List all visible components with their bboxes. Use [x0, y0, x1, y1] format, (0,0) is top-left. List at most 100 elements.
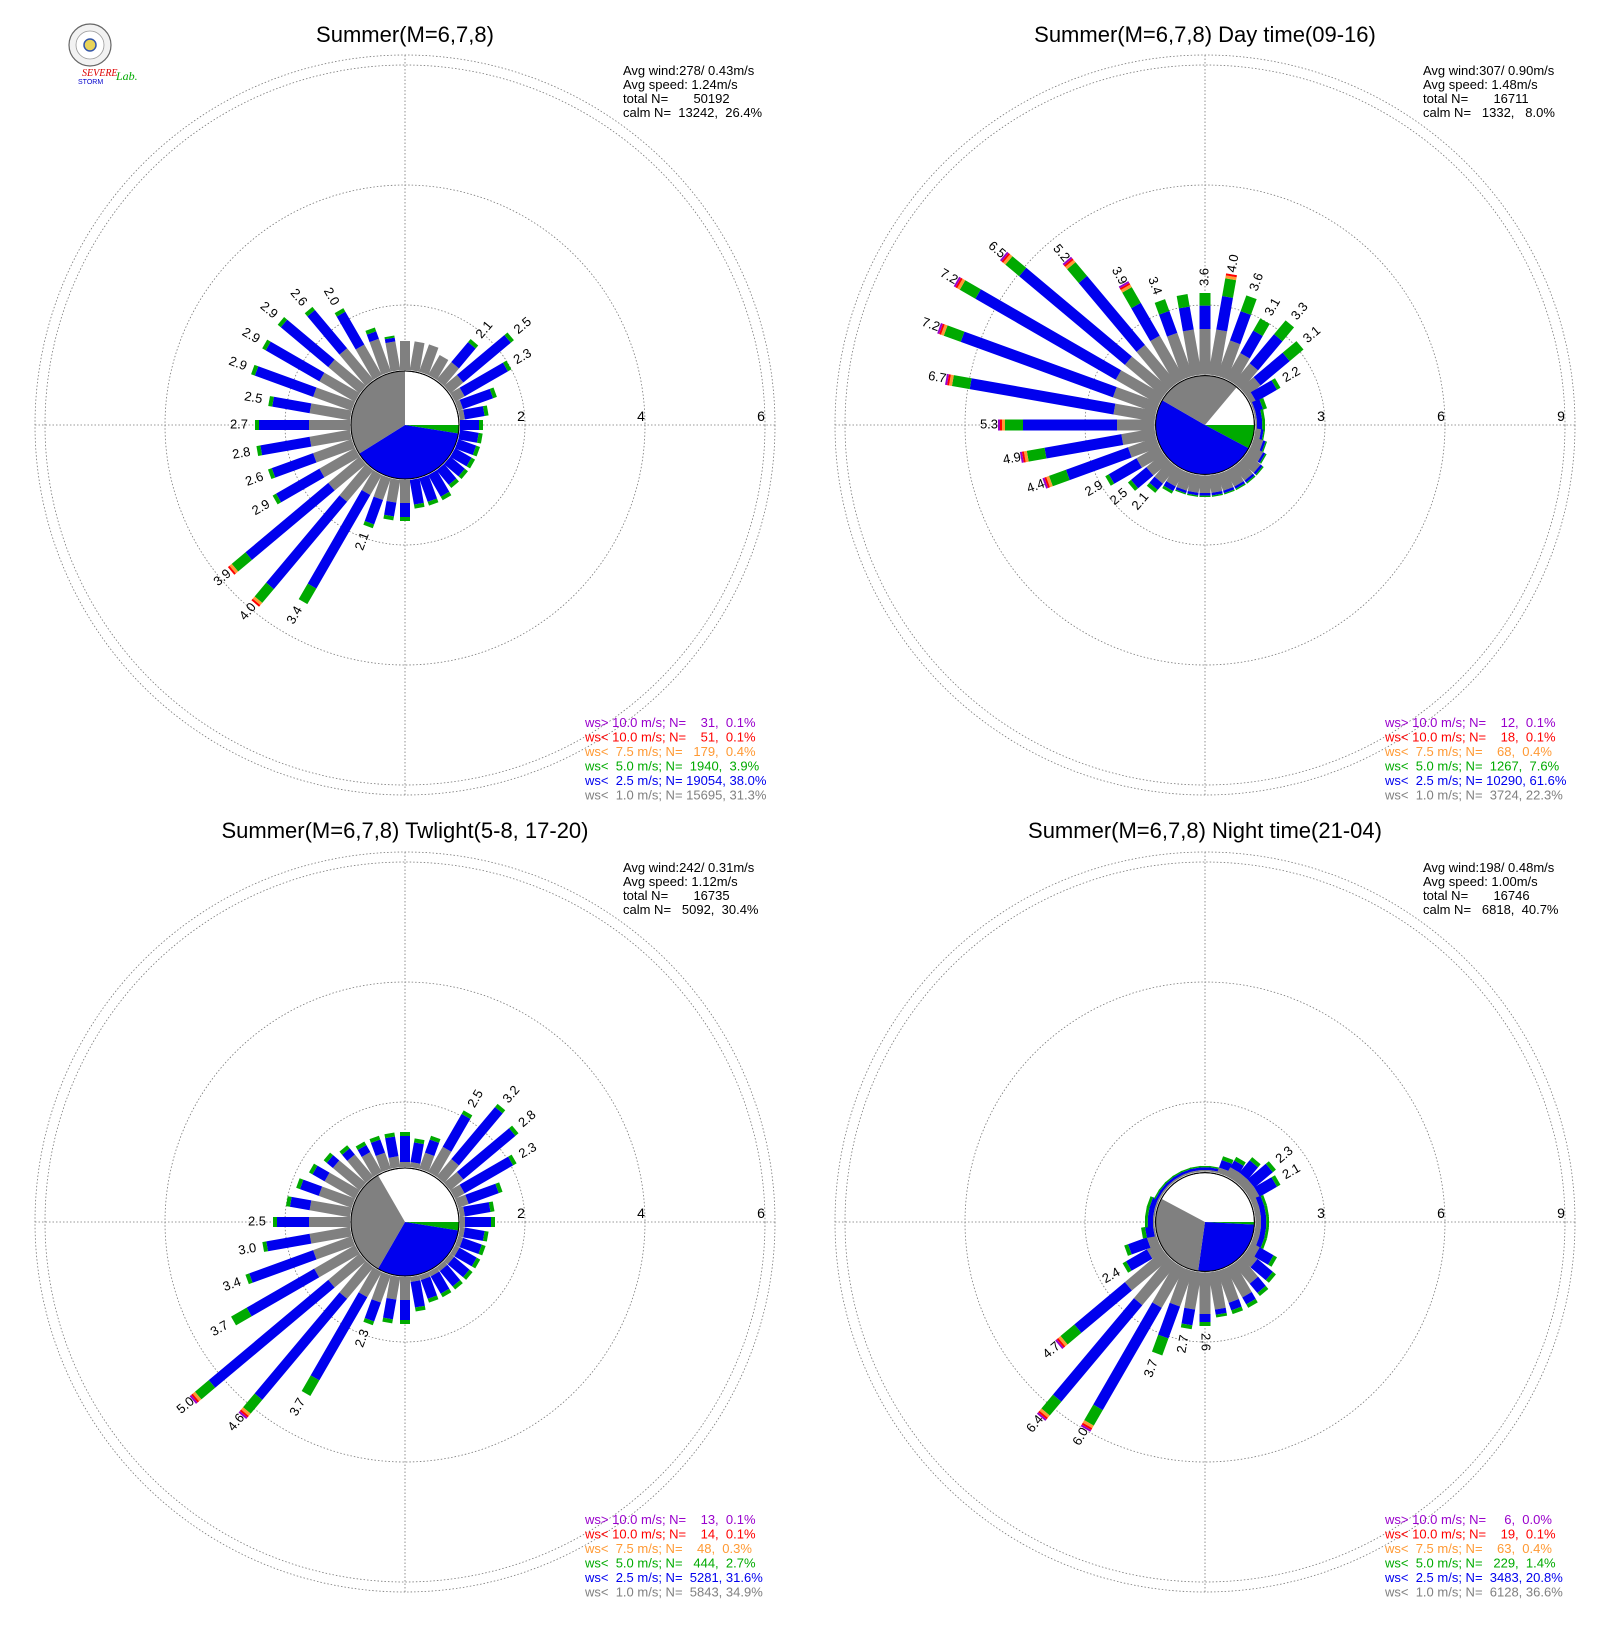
bar-gray — [1208, 1169, 1220, 1174]
bar-gray — [1161, 1184, 1170, 1194]
bar-blue — [969, 378, 1116, 415]
spoke-value-label: 6.7 — [927, 368, 947, 386]
bar-green — [488, 1201, 495, 1212]
wind-rose-panel-4: 3 6 92.32.12.62.73.76.06.44.72.4Summer(M=6… — [834, 818, 1576, 1600]
bar-blue — [459, 362, 508, 397]
bar-blue — [1255, 1235, 1265, 1249]
legend-entry: ws< 7.5 m/s; N= 68, 0.4% — [1384, 744, 1552, 759]
bar-gray — [313, 387, 356, 411]
bar-green — [298, 583, 317, 605]
bar-gray — [309, 1217, 350, 1227]
bar-gray — [419, 1152, 435, 1173]
bar-blue — [1175, 487, 1187, 494]
bar-blue — [960, 331, 1117, 398]
bar-blue — [1078, 275, 1145, 352]
bar-gray — [1152, 1262, 1185, 1308]
stats-line: total N= 16746 — [1423, 888, 1530, 903]
bar-gray — [1250, 1197, 1260, 1210]
logo-seal-emblem — [83, 38, 97, 52]
bar-green — [400, 1132, 410, 1136]
bar-blue — [1074, 1282, 1132, 1333]
bar-green — [1199, 1166, 1211, 1168]
bar-green — [1262, 419, 1265, 431]
bar-green — [477, 432, 483, 444]
legend-entry: ws< 5.0 m/s; N= 1940, 3.9% — [584, 759, 760, 774]
bar-blue — [254, 1292, 348, 1400]
bar-gray — [386, 478, 401, 503]
bar-gray — [450, 1184, 465, 1199]
bar-gray — [314, 1245, 360, 1278]
bar-green — [452, 1280, 463, 1290]
bar-purple — [238, 1411, 248, 1420]
bar-blue — [409, 478, 424, 505]
stats-line: total N= 50192 — [623, 91, 730, 106]
bar-blue — [463, 1227, 485, 1241]
legend-entry: ws> 10.0 m/s; N= 6, 0.0% — [1384, 1512, 1552, 1527]
spoke-value-label: 2.1 — [1128, 489, 1151, 512]
spoke-value-label: 2.6 — [243, 469, 265, 489]
severe-storm-lab-logo: SEVERE STORM Lab. — [68, 23, 138, 86]
legend-entry: ws< 10.0 m/s; N= 19, 0.1% — [1384, 1527, 1556, 1542]
bar-green — [440, 491, 452, 501]
spoke-value-label: 3.1 — [1261, 295, 1283, 318]
bar-green — [951, 375, 972, 390]
bar-green — [1265, 1271, 1276, 1283]
legend-entry: ws< 5.0 m/s; N= 229, 1.4% — [1384, 1556, 1556, 1571]
bar-blue — [450, 448, 472, 467]
radial-tick-label: 2 — [517, 408, 525, 424]
bar-green — [285, 1196, 292, 1207]
stats-line: calm N= 5092, 30.4% — [623, 902, 759, 917]
bar-gray — [1225, 465, 1244, 487]
bar-blue — [1261, 1216, 1267, 1228]
bar-green — [413, 502, 425, 509]
bar-blue — [260, 436, 312, 456]
wind-rose-panel-1: 2 4 62.1 2.52.32.13.44.03.92.92.62.82.72.52… — [34, 22, 776, 803]
bar-blue — [459, 388, 494, 410]
bar-blue — [246, 1268, 320, 1317]
spoke-value-label: 2.8 — [231, 444, 251, 462]
spoke-value-label: 3.3 — [1288, 299, 1311, 322]
bar-gray — [339, 463, 374, 502]
radial-tick-label: 4 — [637, 1205, 645, 1221]
bar-gray — [386, 1275, 401, 1300]
spoke-value-label: 3.7 — [1140, 1357, 1160, 1379]
bar-gray — [1153, 1216, 1155, 1228]
bar-green — [472, 445, 481, 457]
legend-entry: ws> 10.0 m/s; N= 31, 0.1% — [584, 715, 756, 730]
spoke-value-label: 3.4 — [221, 1274, 243, 1294]
bar-blue — [249, 1250, 317, 1283]
bar-gray — [428, 1267, 440, 1277]
bar-green — [1274, 320, 1295, 342]
radial-tick-label: 4 — [637, 408, 645, 424]
bar-green — [1005, 256, 1027, 277]
spoke-value-label: 3.6 — [1196, 268, 1211, 286]
bar-green — [262, 339, 271, 351]
bar-gray — [339, 348, 374, 387]
bar-green — [400, 1320, 410, 1324]
bar-green — [959, 280, 981, 299]
bar-purple — [1042, 477, 1049, 489]
spoke-value-label: 2.3 — [351, 1327, 371, 1349]
bar-blue — [1211, 491, 1223, 496]
bar-gray — [454, 399, 464, 411]
bar-blue — [400, 1300, 410, 1320]
spoke-value-label: 2.9 — [249, 496, 272, 518]
bar-green — [1260, 409, 1266, 421]
bar-green — [1175, 489, 1187, 495]
legend-entry: ws< 1.0 m/s; N= 3724, 22.3% — [1384, 788, 1563, 803]
calm-sector — [405, 425, 459, 434]
spoke-value-label: 4.9 — [1002, 449, 1022, 467]
bar-green — [1221, 1156, 1234, 1164]
bar-green — [268, 396, 274, 407]
bar-green — [262, 1241, 268, 1252]
bar-blue — [458, 429, 479, 443]
bar-green — [369, 1135, 381, 1143]
bar-gray — [1253, 428, 1262, 441]
bar-blue — [465, 1183, 499, 1205]
bar-gray — [309, 1200, 352, 1218]
bar-green — [1180, 1167, 1192, 1173]
bar-orange — [1058, 1336, 1068, 1347]
bar-blue — [419, 474, 438, 502]
legend-entry: ws< 10.0 m/s; N= 18, 0.1% — [1384, 730, 1556, 745]
legend-entry: ws< 5.0 m/s; N= 444, 2.7% — [584, 1556, 756, 1571]
